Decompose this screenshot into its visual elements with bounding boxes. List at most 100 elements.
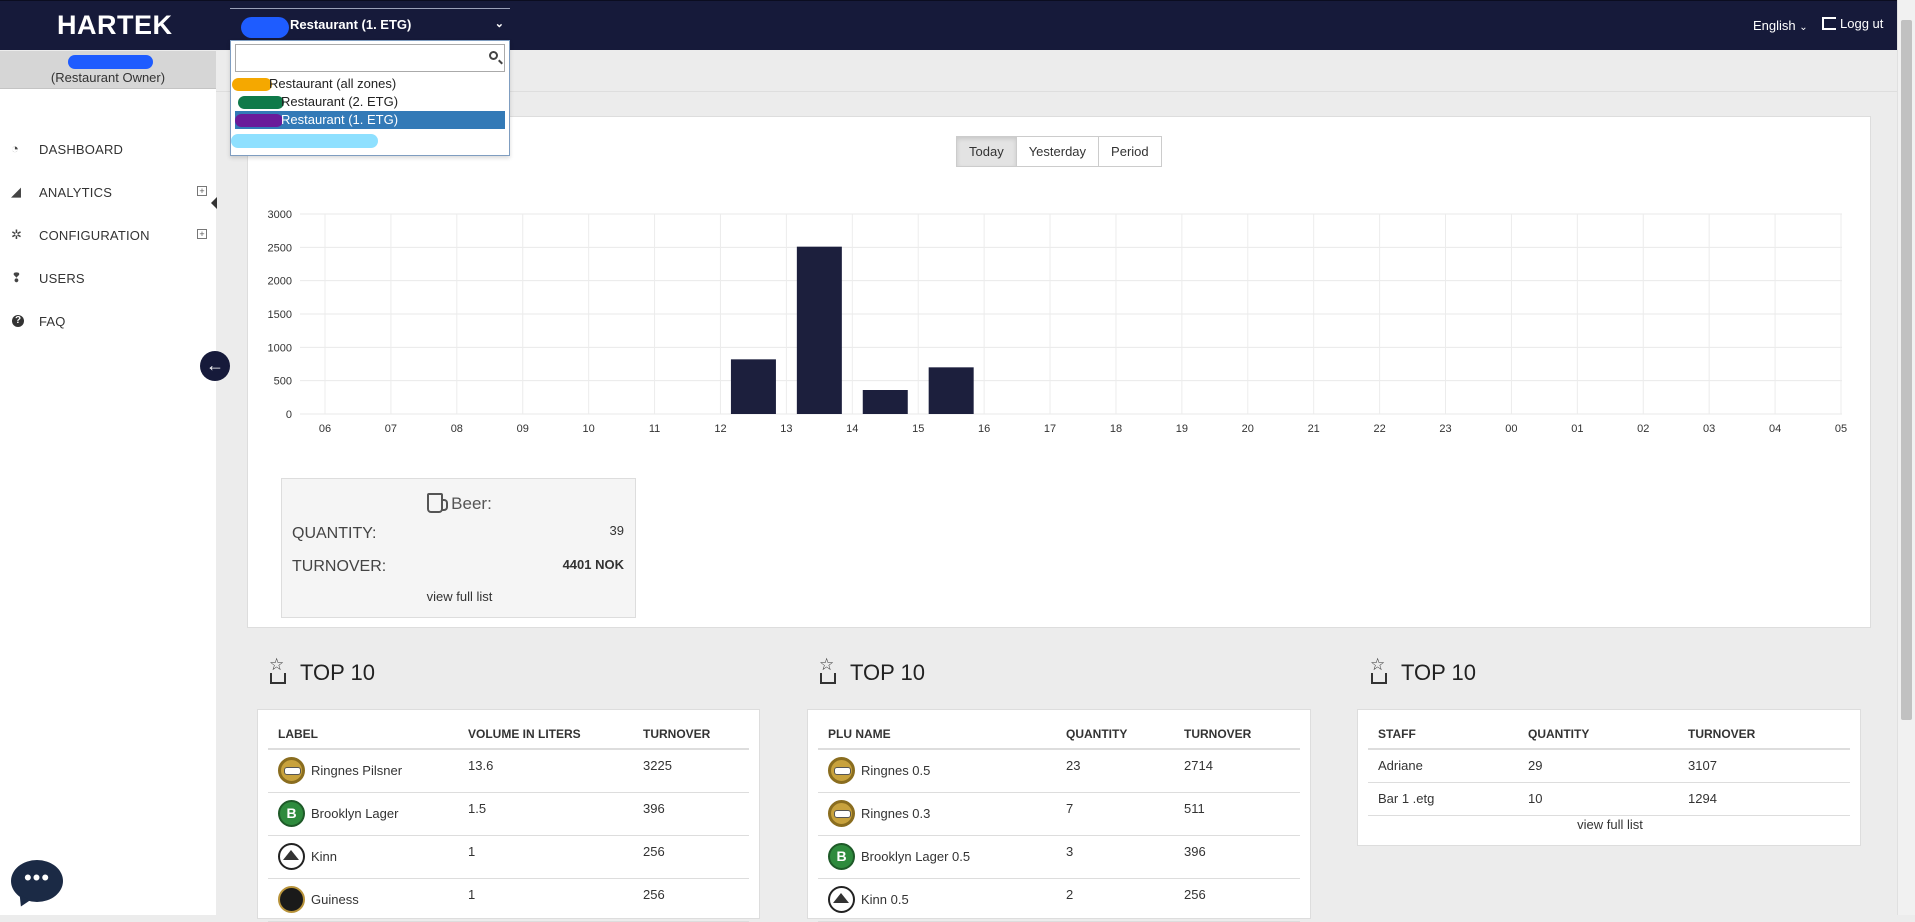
chart-bar[interactable] (928, 367, 974, 414)
table-header-row: STAFF QUANTITY TURNOVER (1368, 719, 1850, 750)
expand-plus-icon[interactable]: + (197, 186, 207, 196)
period-button-group: Today Yesterday Period (956, 136, 1162, 167)
product-name: Kinn (311, 848, 338, 864)
beer-summary-card: Beer: QUANTITY: 39 TURNOVER: 4401 NOK vi… (281, 478, 636, 618)
x-tick-label: 09 (517, 423, 529, 435)
sidebar-item-label: DASHBOARD (39, 142, 124, 157)
table-cell: Ringnes Pilsner (268, 749, 458, 793)
chevron-down-icon: ⌄ (494, 18, 504, 30)
y-tick-label: 500 (274, 376, 292, 388)
redacted-option[interactable] (231, 134, 378, 148)
zone-option[interactable]: Restaurant (2. ETG) (235, 93, 505, 111)
table-cell: 10 (1518, 782, 1678, 816)
gears-icon: ✲ (11, 227, 22, 242)
table-row[interactable]: Ringnes 0.5 23 2714 (818, 749, 1300, 793)
table-cell: 1 (458, 835, 633, 879)
column-header[interactable]: VOLUME IN LITERS (458, 719, 633, 750)
column-header[interactable]: PLU NAME (818, 719, 1056, 750)
y-tick-label: 2000 (268, 276, 292, 288)
chart-bar[interactable] (796, 246, 842, 414)
brand-logo[interactable]: HARTEK (57, 10, 173, 40)
zone-select[interactable]: Restaurant (1. ETG) ⌄ (230, 8, 510, 39)
chat-button[interactable]: ••• (11, 860, 63, 902)
sidebar-item-label: FAQ (39, 314, 66, 329)
table-row[interactable]: B Brooklyn Lager 0.5 3 396 (818, 835, 1300, 879)
column-header[interactable]: LABEL (268, 719, 458, 750)
column-header[interactable]: STAFF (1368, 719, 1518, 750)
collapse-sidebar-button[interactable]: ← (200, 351, 230, 381)
zone-option[interactable]: Restaurant (1. ETG) (235, 111, 505, 129)
top10-title-beer: TOP 10 (268, 655, 375, 686)
chevron-down-icon: ⌄ (1799, 22, 1808, 33)
sidebar-item-analytics[interactable]: ◢ ANALYTICS + (0, 174, 216, 210)
sidebar-item-dashboard[interactable]: ◔ DASHBOARD (0, 131, 216, 167)
chart-bar[interactable] (730, 359, 776, 414)
x-tick-label: 08 (451, 423, 463, 435)
table-cell: Ringnes 0.5 (818, 749, 1056, 793)
scrollbar-thumb[interactable] (1901, 20, 1912, 720)
x-tick-label: 06 (319, 423, 331, 435)
table-row[interactable]: Ringnes Pilsner 13.6 3225 (268, 749, 749, 793)
table-cell: 2714 (1174, 749, 1300, 793)
product-cell: Guiness (278, 885, 458, 913)
product-name: Brooklyn Lager (311, 805, 399, 821)
brooklyn-logo-icon: B (278, 799, 305, 827)
top10-title-text: TOP 10 (850, 660, 926, 685)
column-header[interactable]: TURNOVER (1678, 719, 1850, 750)
table-row[interactable]: Bar 1 .etg 10 1294 (1368, 782, 1850, 816)
x-tick-label: 14 (846, 423, 858, 435)
sidebar-item-configuration[interactable]: ✲ CONFIGURATION + (0, 217, 216, 253)
table-cell: B Brooklyn Lager (268, 792, 458, 836)
page-scrollbar[interactable] (1897, 0, 1915, 915)
x-tick-label: 21 (1308, 423, 1320, 435)
table-row[interactable]: Adriane 29 3107 (1368, 749, 1850, 783)
kinn-logo-icon (278, 842, 305, 870)
expand-plus-icon[interactable]: + (197, 229, 207, 239)
column-header[interactable]: TURNOVER (1174, 719, 1300, 750)
table-row[interactable]: Kinn 1 256 (268, 835, 749, 879)
chart-bar[interactable] (862, 390, 908, 414)
view-full-list-link[interactable]: view full list (1577, 817, 1643, 832)
x-tick-label: 12 (714, 423, 726, 435)
x-tick-label: 19 (1176, 423, 1188, 435)
redacted-username (68, 55, 153, 69)
user-box: (Restaurant Owner) (0, 51, 216, 89)
top10-title-staff: TOP 10 (1369, 655, 1476, 686)
y-tick-label: 1000 (268, 342, 292, 354)
view-full-list-link[interactable]: view full list (426, 589, 493, 604)
period-period-button[interactable]: Period (1098, 136, 1162, 167)
kinn-logo-icon (828, 885, 855, 913)
product-cell: B Brooklyn Lager 0.5 (828, 842, 1056, 870)
beer-card-title: Beer: (282, 493, 637, 514)
sidebar-item-users[interactable]: ❢ USERS (0, 260, 216, 296)
table-row[interactable]: Ringnes 0.3 7 511 (818, 792, 1300, 836)
table-row[interactable]: B Brooklyn Lager 1.5 396 (268, 792, 749, 836)
table-cell: 3107 (1678, 749, 1850, 783)
period-yesterday-button[interactable]: Yesterday (1015, 136, 1100, 167)
x-tick-label: 16 (978, 423, 990, 435)
zone-search-input[interactable] (235, 44, 505, 72)
zone-option[interactable]: Restaurant (all zones) (232, 75, 505, 93)
column-header[interactable]: QUANTITY (1056, 719, 1174, 750)
column-header[interactable]: QUANTITY (1518, 719, 1678, 750)
table-cell: Kinn 0.5 (818, 878, 1056, 922)
table-cell: Guiness (268, 878, 458, 922)
x-tick-label: 20 (1242, 423, 1254, 435)
sidebar-item-faq[interactable]: ? FAQ (0, 303, 216, 339)
redacted-zone-marker (241, 17, 289, 38)
logout-link[interactable]: Logg ut (1822, 16, 1883, 31)
language-select[interactable]: English ⌄ (1753, 18, 1808, 33)
users-icon: ❢ (11, 270, 22, 285)
x-tick-label: 10 (583, 423, 595, 435)
zone-option-label: Restaurant (1. ETG) (281, 112, 399, 127)
table-row[interactable]: Kinn 0.5 2 256 (818, 878, 1300, 922)
x-tick-label: 04 (1769, 423, 1781, 435)
table-header-row: LABEL VOLUME IN LITERS TURNOVER (268, 719, 749, 750)
column-header[interactable]: TURNOVER (633, 719, 749, 750)
table-cell: 1294 (1678, 782, 1850, 816)
table-cell: 29 (1518, 749, 1678, 783)
product-name: Ringnes 0.3 (861, 805, 931, 821)
product-cell: Kinn (278, 842, 458, 870)
product-name: Brooklyn Lager 0.5 (861, 848, 971, 864)
